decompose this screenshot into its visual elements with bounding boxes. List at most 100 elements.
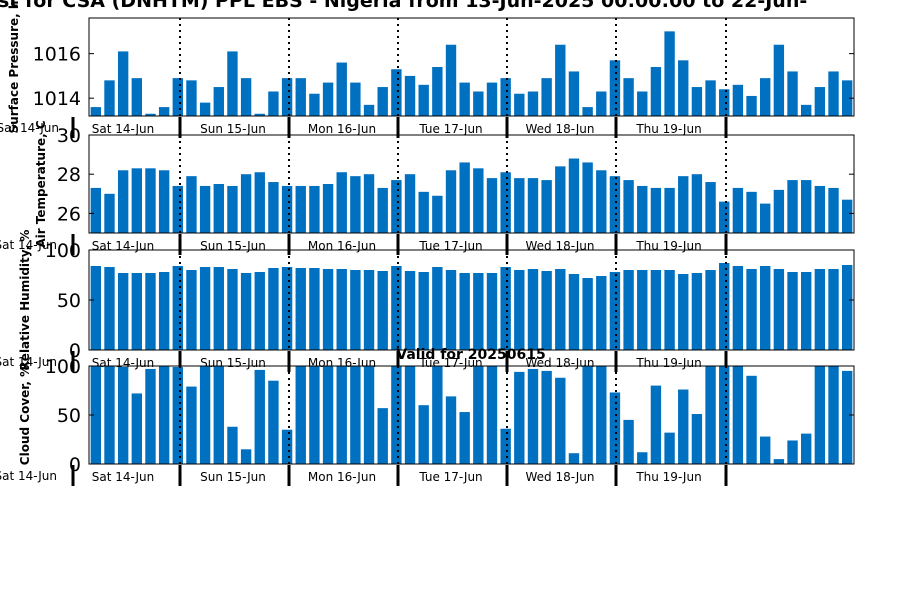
- bar: [691, 414, 703, 464]
- bar: [172, 366, 183, 464]
- bar: [732, 84, 744, 116]
- bar: [500, 172, 511, 233]
- bar: [363, 270, 375, 350]
- bar: [500, 428, 511, 464]
- day-label: Thu 19-Jun: [635, 470, 701, 484]
- bar: [172, 78, 183, 116]
- bar: [213, 184, 224, 233]
- axes-frame: [88, 17, 855, 117]
- bar: [705, 270, 716, 350]
- bar: [691, 87, 703, 116]
- bar: [322, 269, 334, 350]
- bar: [199, 366, 211, 464]
- bar: [514, 178, 525, 233]
- bar: [801, 180, 812, 233]
- bar: [459, 273, 470, 350]
- day-label: Sun 15-Jun: [200, 122, 266, 136]
- bar: [295, 366, 306, 464]
- bar: [104, 267, 115, 350]
- bar: [500, 267, 511, 350]
- bar: [841, 265, 853, 350]
- figure-title: st for CSA (DNHTM) PPL EBS - Nigeria fro…: [0, 0, 807, 12]
- bar: [227, 269, 238, 350]
- bar: [787, 440, 798, 464]
- bar: [213, 267, 224, 350]
- bar: [104, 80, 115, 116]
- bar: [746, 95, 757, 116]
- panel-subtitle: Valid for 20250615: [396, 347, 545, 363]
- bar: [828, 366, 839, 464]
- bar: [760, 266, 771, 350]
- bar: [145, 168, 156, 233]
- bar: [336, 62, 347, 116]
- day-label: Tue 17-Jun: [418, 470, 482, 484]
- bar: [732, 266, 744, 350]
- bar: [391, 366, 402, 464]
- bar: [336, 269, 347, 350]
- day-label: Wed 18-Jun: [526, 122, 595, 136]
- bar: [568, 71, 580, 116]
- bar: [186, 80, 197, 116]
- bar: [596, 366, 607, 464]
- bar: [719, 366, 730, 464]
- bar: [404, 174, 416, 233]
- bar: [760, 436, 771, 464]
- bar: [240, 449, 252, 464]
- bar: [117, 51, 129, 116]
- bar: [363, 104, 375, 116]
- bar: [814, 366, 826, 464]
- day-label: Thu 19-Jun: [635, 122, 701, 136]
- bar: [377, 271, 388, 350]
- bar: [691, 174, 703, 233]
- bar: [527, 269, 539, 350]
- bar: [596, 276, 607, 350]
- bar: [596, 170, 607, 233]
- bar: [555, 166, 566, 233]
- bar: [418, 272, 429, 350]
- bar: [240, 78, 252, 116]
- bar: [828, 71, 839, 116]
- bar: [541, 78, 552, 116]
- bar: [473, 91, 484, 116]
- day-label: Mon 16-Jun: [308, 239, 376, 253]
- bar: [555, 377, 566, 464]
- bar: [350, 82, 361, 116]
- bar: [719, 263, 730, 350]
- bar: [145, 273, 156, 350]
- bar: [254, 369, 265, 464]
- bar: [787, 71, 798, 116]
- bar: [555, 269, 566, 350]
- bar: [678, 274, 689, 350]
- bar: [268, 182, 279, 233]
- bar: [541, 271, 552, 350]
- bar: [158, 170, 170, 233]
- bar: [568, 158, 580, 233]
- day-label: Mon 16-Jun: [308, 470, 376, 484]
- bar: [828, 269, 839, 350]
- bar: [773, 189, 785, 233]
- y-axis-label: Air Temperature, C: [34, 120, 48, 248]
- bar: [131, 168, 142, 233]
- bar: [432, 366, 443, 464]
- bar: [650, 187, 662, 233]
- bar: [104, 193, 115, 233]
- bar: [760, 203, 771, 233]
- bar: [309, 185, 320, 233]
- bar: [664, 187, 675, 233]
- axes-frame: [88, 134, 855, 234]
- bar: [254, 272, 265, 350]
- bar: [609, 272, 621, 350]
- bar: [363, 366, 375, 464]
- day-label: Tue 17-Jun: [418, 239, 482, 253]
- bar: [199, 185, 211, 233]
- bar: [568, 274, 580, 350]
- day-label: Tue 17-Jun: [418, 122, 482, 136]
- bar: [637, 91, 648, 116]
- day-label: Thu 19-Jun: [635, 239, 701, 253]
- bar: [705, 80, 716, 116]
- bar: [650, 67, 662, 116]
- y-tick-label: 100: [45, 356, 81, 378]
- bar: [445, 44, 457, 117]
